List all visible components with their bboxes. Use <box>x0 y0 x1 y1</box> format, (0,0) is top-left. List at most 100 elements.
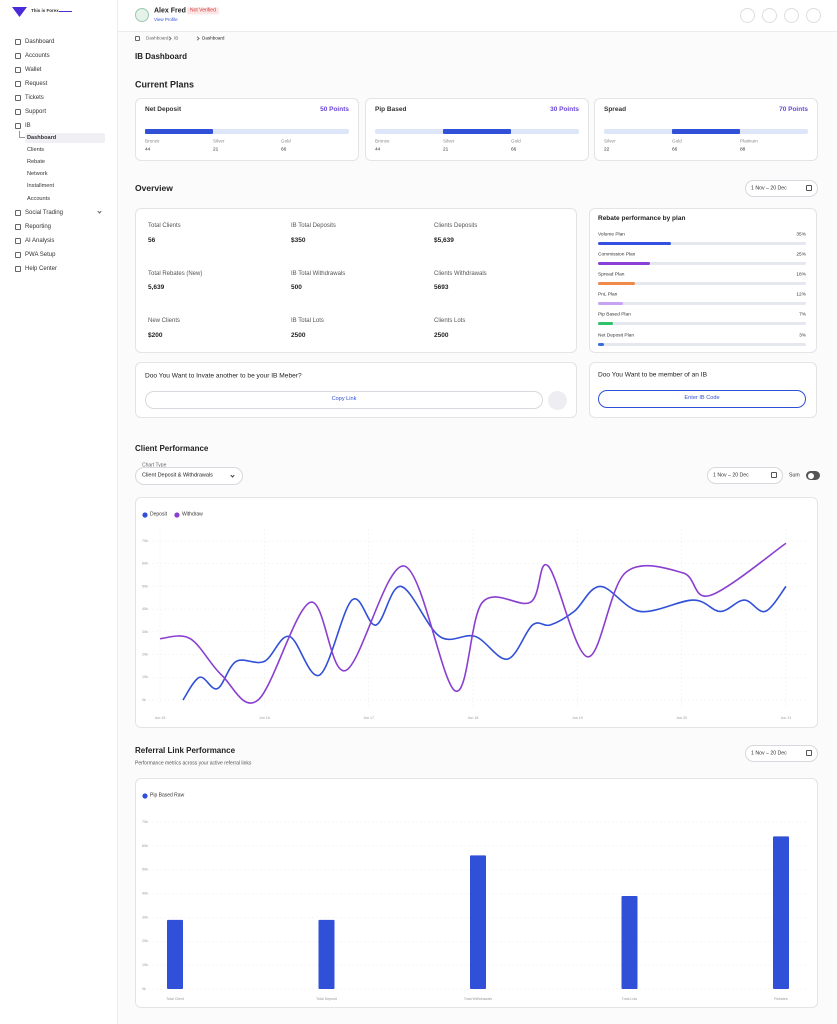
stat-value: 2500 <box>434 331 449 339</box>
date-picker[interactable] <box>745 180 818 197</box>
nav-subitem[interactable]: Installment <box>27 183 55 190</box>
section-title: Current Plans <box>135 79 195 90</box>
copy-link-button[interactable] <box>145 391 543 409</box>
tier-value: 44 <box>375 147 381 153</box>
breadcrumb-item: Dashboard <box>202 35 225 41</box>
plan-points: 70 Points <box>779 105 808 113</box>
nav-item[interactable]: Wallet <box>25 66 42 73</box>
plan-level <box>145 129 213 134</box>
nav-icon <box>15 209 21 216</box>
nav-subitem[interactable]: Network <box>27 171 48 178</box>
tier-name: Gold <box>511 138 521 144</box>
rebate-plan-value: 3% <box>799 333 806 339</box>
stat-label: Clients Lots <box>434 318 466 324</box>
nav-item[interactable]: AI Analysis <box>25 237 55 244</box>
share-button[interactable] <box>548 391 567 410</box>
stat-value: $350 <box>291 236 306 244</box>
section-subtitle: Performance metrics across your active r… <box>135 760 252 767</box>
section-title: Overview <box>135 182 173 193</box>
nav-icon <box>15 122 21 129</box>
header-icon-button[interactable] <box>740 8 755 23</box>
rebate-plan-name: PnL Plan <box>598 292 618 298</box>
rebate-track <box>598 281 806 285</box>
breadcrumb-item[interactable]: IB <box>174 35 179 41</box>
page-title: IB Dashboard <box>135 52 188 61</box>
rebate-plan-name: Net Deposit Plan <box>598 333 634 339</box>
date-range: 1 Nov – 20 Dec <box>713 471 749 478</box>
rebate-track <box>598 302 806 306</box>
rebate-plan-value: 7% <box>799 312 806 318</box>
chart-card <box>135 778 818 1008</box>
nav-subitem[interactable]: Dashboard <box>27 134 57 141</box>
rebate-bar <box>598 322 613 326</box>
plan-name: Net Deposit <box>145 105 182 113</box>
header-icon-button[interactable] <box>806 8 821 23</box>
nav-item[interactable]: Dashboard <box>25 38 55 45</box>
calendar-icon <box>806 185 812 191</box>
tier-name: Bronze <box>145 138 160 144</box>
section-title: Client Performance <box>135 444 209 453</box>
rebate-plan-name: Volume Plan <box>598 232 625 238</box>
stat-value: 2500 <box>291 331 306 339</box>
date-range: 1 Nov – 20 Dec <box>751 184 787 191</box>
rebate-bar <box>598 302 623 306</box>
chart-type-select[interactable] <box>135 467 243 485</box>
plan-level <box>672 129 740 134</box>
breadcrumb-item[interactable]: Dashboard <box>146 35 169 41</box>
legend-label: Withdraw <box>181 511 203 518</box>
header-icon-button[interactable] <box>762 8 777 23</box>
nav-icon <box>15 265 21 272</box>
nav-item[interactable]: Reporting <box>25 223 52 230</box>
logo-icon <box>12 7 27 17</box>
enter-code-button[interactable] <box>598 390 806 408</box>
nav-active <box>25 133 105 143</box>
rebate-plan-value: 25% <box>796 252 806 258</box>
invite-question: Doo You Want to Invate another to be you… <box>145 372 302 380</box>
date-picker[interactable] <box>745 745 818 762</box>
rebate-bar <box>598 281 636 285</box>
legend-label: Deposit <box>150 511 167 518</box>
nav-subitem[interactable]: Rebate <box>27 159 46 166</box>
nav-item[interactable]: PWA Setup <box>25 251 56 258</box>
join-question: Doo You Want to be member of an IB <box>598 371 707 379</box>
header-icon-button[interactable] <box>784 8 799 23</box>
nav-subitem[interactable]: Accounts <box>27 195 51 202</box>
field-label: Chart Type <box>142 462 167 469</box>
stat-label: New Clients <box>148 318 181 324</box>
select-value: Client Deposit & Withdrawals <box>142 472 213 479</box>
nav-icon <box>15 94 21 101</box>
chart-card <box>135 497 818 728</box>
nav-item[interactable]: Request <box>25 80 48 87</box>
stat-value: 500 <box>291 283 302 291</box>
nav-item[interactable]: Support <box>25 108 47 115</box>
rebate-track <box>598 261 806 265</box>
breadcrumb-separator <box>195 36 200 41</box>
stat-label: IB Total Deposits <box>291 223 336 229</box>
nav-item[interactable]: Help Center <box>25 265 58 272</box>
tier-name: Platinum <box>740 138 758 144</box>
card-title: Rebate performance by plan <box>598 214 686 222</box>
tier-name: Silver <box>443 138 455 144</box>
stat-label: Clients Deposits <box>434 223 478 229</box>
tier-value: 22 <box>604 147 610 153</box>
nav-subitem[interactable]: Clients <box>27 146 45 153</box>
calendar-icon <box>806 750 812 756</box>
profile-link[interactable]: View Profile <box>154 16 178 22</box>
rebate-plan-value: 18% <box>796 272 806 278</box>
nav-item[interactable]: IB <box>25 122 31 129</box>
rebate-bar <box>598 261 650 265</box>
date-picker[interactable] <box>707 467 783 484</box>
rebate-plan-name: Spread Plan <box>598 272 625 278</box>
sidebar <box>0 0 118 1024</box>
tier-value: 21 <box>443 147 449 153</box>
nav-item[interactable]: Social Trading <box>25 209 64 216</box>
nav-item[interactable]: Accounts <box>25 52 50 59</box>
plan-name: Spread <box>604 105 627 113</box>
toggle-label: Sum <box>789 472 800 479</box>
avatar <box>135 8 149 22</box>
stat-label: Total Rebates (New) <box>148 270 203 277</box>
stat-value: 5693 <box>434 283 449 291</box>
nav-item[interactable]: Tickets <box>25 94 44 101</box>
rebate-bar <box>598 342 605 346</box>
